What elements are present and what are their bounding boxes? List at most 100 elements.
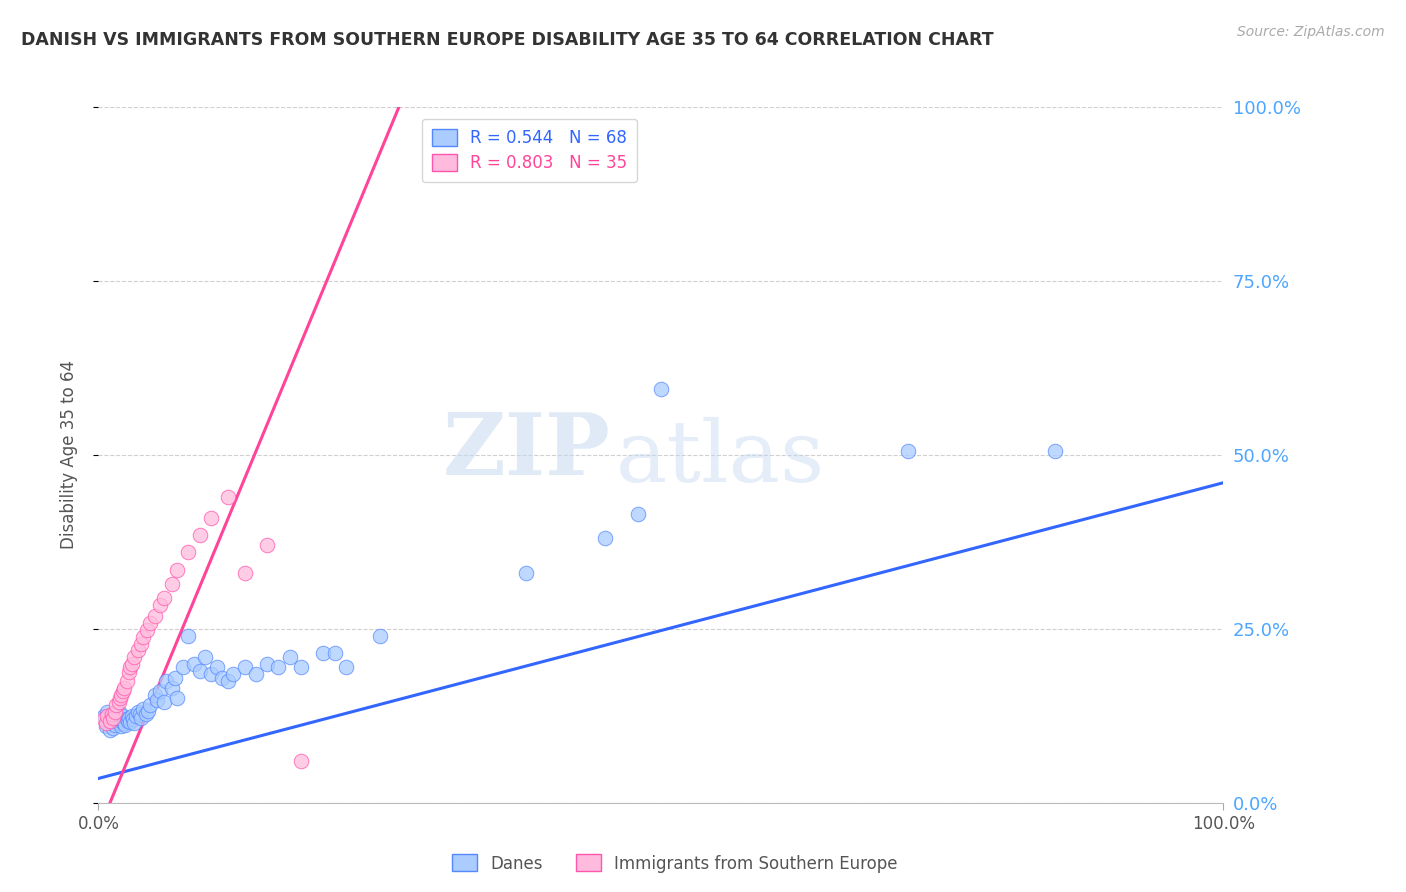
- Text: ZIP: ZIP: [443, 409, 610, 493]
- Point: [139, 698, 162, 713]
- Point: [256, 657, 278, 671]
- Point: [96, 706, 118, 720]
- Point: [222, 667, 245, 681]
- Point: [183, 657, 205, 671]
- Point: [200, 510, 222, 524]
- Point: [93, 708, 115, 723]
- Point: [177, 545, 200, 559]
- Point: [110, 719, 132, 733]
- Point: [112, 708, 135, 723]
- Point: [107, 706, 129, 720]
- Legend: R = 0.544   N = 68, R = 0.803   N = 35: R = 0.544 N = 68, R = 0.803 N = 35: [422, 119, 637, 182]
- Point: [205, 660, 228, 674]
- Point: [108, 715, 131, 730]
- Point: [121, 708, 143, 723]
- Point: [110, 714, 132, 728]
- Point: [233, 660, 256, 674]
- Point: [267, 660, 290, 674]
- Text: Source: ZipAtlas.com: Source: ZipAtlas.com: [1237, 25, 1385, 39]
- Point: [118, 711, 141, 725]
- Point: [515, 566, 537, 581]
- Point: [98, 714, 121, 728]
- Legend: Danes, Immigrants from Southern Europe: Danes, Immigrants from Southern Europe: [446, 847, 904, 880]
- Point: [139, 616, 162, 631]
- Point: [107, 711, 129, 725]
- Point: [98, 723, 121, 737]
- Point: [323, 646, 346, 660]
- Point: [129, 711, 152, 725]
- Point: [93, 712, 115, 726]
- Point: [127, 706, 149, 720]
- Point: [127, 642, 149, 657]
- Point: [233, 566, 256, 581]
- Point: [114, 718, 136, 732]
- Point: [160, 681, 183, 695]
- Point: [132, 630, 155, 644]
- Point: [211, 671, 233, 685]
- Point: [335, 660, 357, 674]
- Point: [143, 609, 166, 624]
- Point: [312, 646, 335, 660]
- Point: [217, 674, 239, 689]
- Point: [122, 712, 145, 726]
- Point: [117, 714, 139, 728]
- Point: [101, 711, 124, 725]
- Text: DANISH VS IMMIGRANTS FROM SOUTHERN EUROPE DISABILITY AGE 35 TO 64 CORRELATION CH: DANISH VS IMMIGRANTS FROM SOUTHERN EUROP…: [21, 31, 994, 49]
- Point: [98, 712, 121, 726]
- Point: [115, 712, 138, 726]
- Point: [112, 684, 135, 698]
- Point: [188, 664, 211, 678]
- Point: [627, 507, 650, 521]
- Point: [166, 563, 188, 577]
- Point: [96, 715, 118, 730]
- Point: [118, 665, 141, 679]
- Point: [152, 591, 174, 605]
- Point: [278, 649, 301, 664]
- Point: [152, 695, 174, 709]
- Point: [118, 660, 141, 674]
- Point: [650, 382, 672, 396]
- Point: [593, 532, 616, 546]
- Point: [136, 704, 159, 718]
- Point: [124, 708, 146, 723]
- Point: [155, 674, 177, 689]
- Point: [112, 681, 135, 695]
- Point: [166, 691, 188, 706]
- Point: [111, 712, 134, 726]
- Point: [105, 714, 128, 728]
- Point: [172, 660, 194, 674]
- Point: [194, 649, 217, 664]
- Y-axis label: Disability Age 35 to 64: Disability Age 35 to 64: [59, 360, 77, 549]
- Point: [188, 528, 211, 542]
- Point: [245, 667, 267, 681]
- Point: [163, 671, 186, 685]
- Point: [146, 693, 169, 707]
- Point: [368, 629, 391, 643]
- Point: [105, 698, 128, 713]
- Point: [132, 702, 155, 716]
- Point: [129, 706, 152, 721]
- Point: [124, 715, 146, 730]
- Point: [135, 706, 157, 721]
- Point: [104, 718, 127, 732]
- Point: [897, 444, 920, 458]
- Point: [290, 754, 312, 768]
- Point: [143, 688, 166, 702]
- Point: [96, 708, 118, 723]
- Point: [160, 576, 183, 591]
- Point: [101, 706, 124, 721]
- Point: [101, 715, 124, 730]
- Point: [124, 649, 146, 664]
- Point: [110, 688, 132, 702]
- Point: [129, 637, 152, 651]
- Point: [107, 695, 129, 709]
- Point: [104, 708, 127, 723]
- Text: atlas: atlas: [616, 417, 825, 500]
- Point: [149, 684, 172, 698]
- Point: [149, 598, 172, 612]
- Point: [121, 657, 143, 671]
- Point: [256, 538, 278, 552]
- Point: [101, 721, 124, 735]
- Point: [217, 490, 239, 504]
- Point: [104, 706, 127, 720]
